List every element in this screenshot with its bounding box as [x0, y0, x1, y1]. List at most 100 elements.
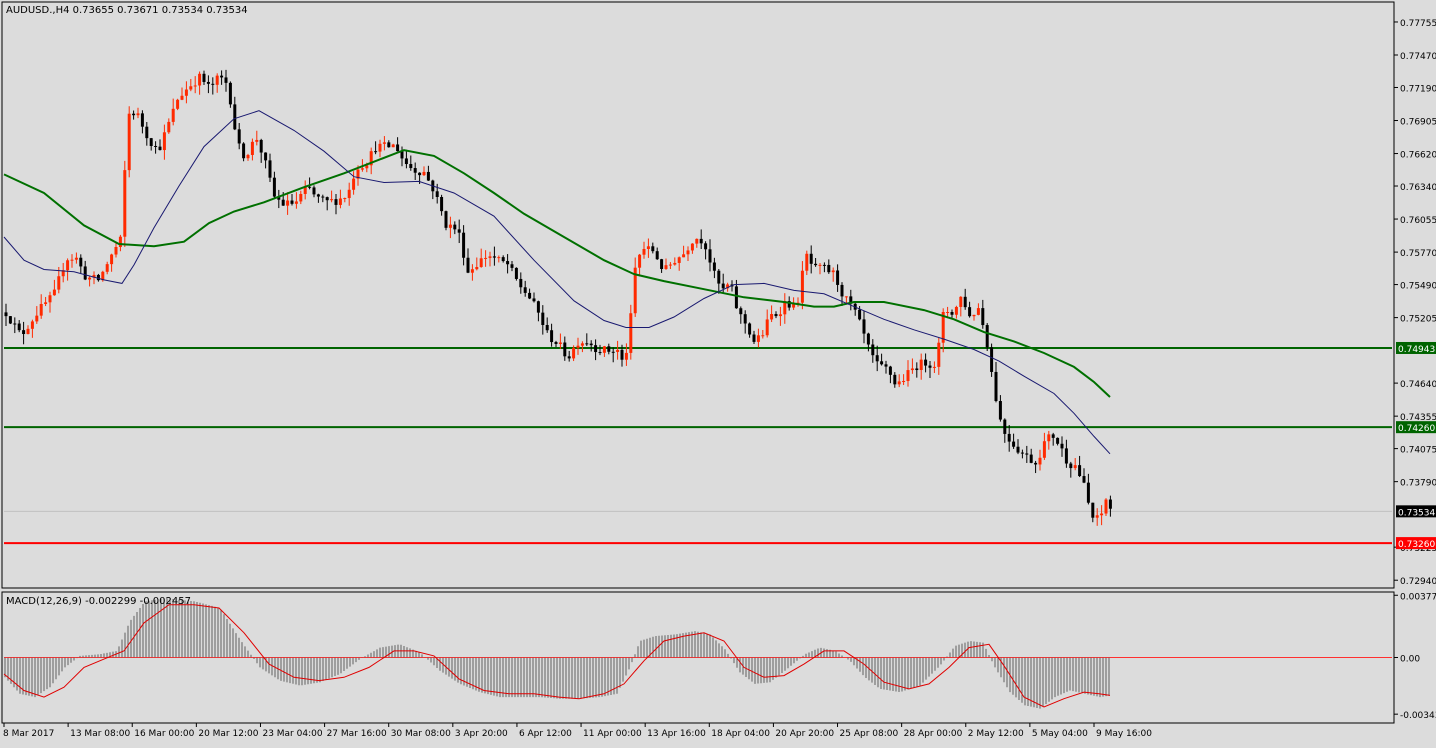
candle-body — [1042, 441, 1046, 458]
candle-body — [937, 342, 941, 367]
candle-body — [110, 254, 114, 265]
candle-body — [594, 345, 598, 353]
candle-body — [514, 267, 518, 279]
candle-body — [237, 129, 241, 144]
price-tick-label: 0.76905 — [1400, 118, 1436, 128]
candle-body — [787, 301, 791, 308]
candle-body — [739, 308, 743, 315]
candle-body — [924, 359, 928, 366]
time-tick-label: 3 Apr 20:00 — [455, 729, 508, 739]
candle-body — [792, 304, 796, 308]
candle-body — [462, 232, 466, 258]
candle-body — [717, 270, 721, 284]
candle-body — [1012, 441, 1016, 447]
candle-body — [206, 81, 210, 84]
candle-body — [668, 264, 672, 266]
candle-body — [79, 257, 83, 267]
candle-body — [893, 374, 897, 385]
candle-body — [347, 189, 351, 199]
price-tick-label: 0.74355 — [1400, 413, 1436, 423]
candle-body — [783, 301, 787, 315]
time-tick-label: 9 May 16:00 — [1096, 729, 1152, 739]
candle-body — [888, 366, 892, 375]
candle-body — [404, 158, 408, 165]
candle-body — [726, 284, 730, 289]
candle-body — [858, 309, 862, 320]
candle-body — [299, 193, 303, 202]
candle-body — [536, 301, 540, 313]
candle-body — [712, 262, 716, 271]
candle-body — [74, 257, 78, 260]
candle-body — [699, 238, 703, 244]
candle-body — [1020, 452, 1024, 454]
candle-body — [976, 308, 980, 315]
candle-body — [708, 249, 712, 263]
candle-body — [734, 286, 738, 309]
candle-body — [554, 342, 558, 344]
candle-body — [862, 319, 866, 334]
time-tick-label: 27 Mar 16:00 — [327, 729, 387, 739]
candle-body — [849, 296, 853, 304]
candle-body — [334, 199, 338, 205]
time-tick-label: 13 Apr 16:00 — [647, 729, 706, 739]
candle-body — [466, 257, 470, 273]
candle-body — [1064, 448, 1068, 464]
candle-body — [572, 347, 576, 359]
candle-body — [510, 264, 514, 268]
price-tick-label: 0.77190 — [1400, 84, 1436, 94]
candle-body — [563, 342, 567, 357]
candle-body — [919, 359, 923, 371]
candle-body — [286, 200, 290, 206]
candle-body — [721, 283, 725, 289]
candle-body — [1051, 434, 1055, 438]
candle-body — [250, 141, 254, 155]
candle-body — [651, 246, 655, 252]
candle-body — [655, 251, 659, 260]
candle-body — [1100, 513, 1104, 516]
time-tick-label: 20 Mar 12:00 — [198, 729, 258, 739]
candle-body — [1082, 476, 1086, 483]
candle-body — [369, 151, 373, 166]
candle-body — [686, 250, 690, 255]
candle-body — [162, 132, 166, 151]
candle-body — [941, 312, 945, 343]
candle-body — [39, 303, 43, 316]
candle-body — [1108, 499, 1112, 509]
candle-body — [818, 264, 822, 266]
candle-body — [149, 138, 153, 146]
candle-body — [840, 284, 844, 297]
candle-body — [871, 344, 875, 356]
price-tick-label: 0.74640 — [1400, 380, 1436, 390]
candle-body — [435, 191, 439, 198]
level-label-0: 0.74943 — [1398, 345, 1435, 355]
candle-body — [242, 143, 246, 159]
candle-body — [880, 361, 884, 365]
candle-body — [180, 95, 184, 100]
candle-body — [457, 229, 461, 233]
price-tick-label: 0.75770 — [1400, 249, 1436, 259]
candle-body — [611, 351, 615, 353]
candle-body — [528, 292, 532, 299]
candle-body — [264, 152, 268, 161]
candle-body — [805, 253, 809, 271]
candle-body — [140, 113, 144, 127]
candle-body — [198, 73, 202, 86]
candle-body — [506, 261, 510, 265]
candle-body — [598, 352, 602, 354]
candle-body — [391, 144, 395, 148]
price-tick-label: 0.76055 — [1400, 216, 1436, 226]
candle-body — [814, 263, 818, 266]
candle-body — [127, 113, 131, 171]
candle-body — [875, 355, 879, 362]
candle-body — [145, 126, 149, 139]
candle-body — [954, 306, 958, 315]
candle-body — [387, 142, 391, 148]
time-tick-label: 16 Mar 00:00 — [134, 729, 194, 739]
candle-body — [224, 77, 228, 83]
candle-body — [202, 73, 206, 82]
candle-body — [1025, 453, 1029, 455]
candle-body — [8, 316, 12, 324]
candle-body — [413, 168, 417, 173]
candle-body — [396, 144, 400, 152]
